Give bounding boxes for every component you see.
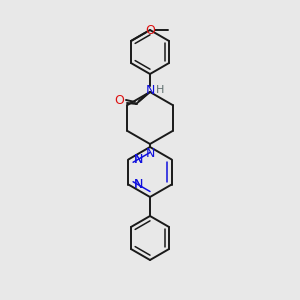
Text: N: N [145, 83, 155, 97]
Text: O: O [114, 94, 124, 107]
Text: H: H [156, 85, 164, 95]
Text: N: N [145, 147, 155, 160]
Text: N: N [133, 153, 143, 166]
Text: N: N [133, 178, 143, 191]
Text: N: N [133, 153, 143, 166]
Text: N: N [133, 178, 143, 191]
Text: O: O [145, 23, 155, 37]
